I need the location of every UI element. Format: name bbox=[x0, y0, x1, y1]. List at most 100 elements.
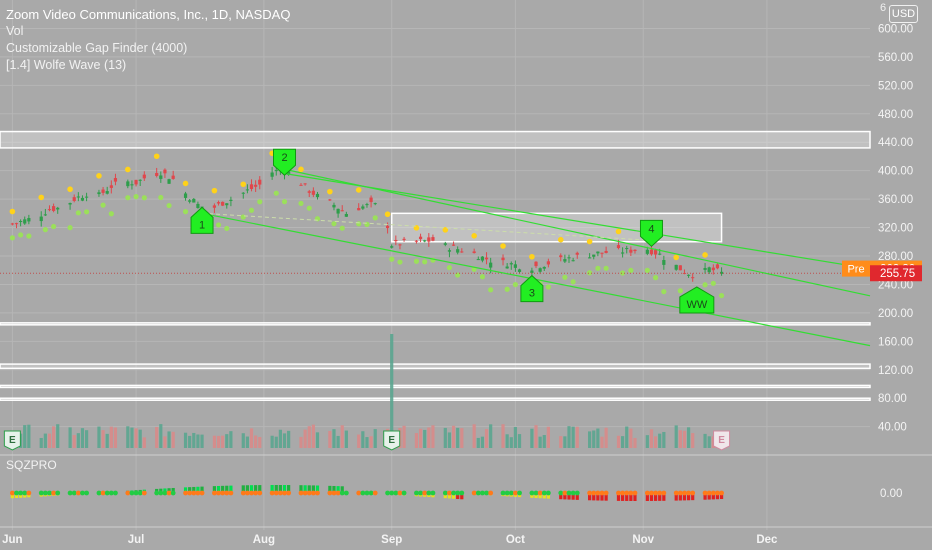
momentum-bar bbox=[188, 487, 192, 493]
candle-body bbox=[480, 256, 485, 261]
candle-body bbox=[402, 238, 406, 240]
price-tick-label: 360.00 bbox=[878, 194, 913, 206]
wolfe-point: 3 bbox=[520, 274, 544, 303]
candle-body bbox=[167, 179, 171, 184]
volume-bar bbox=[311, 424, 315, 448]
candle-body bbox=[472, 251, 476, 254]
squeeze-dot bbox=[480, 490, 485, 496]
momentum-bar bbox=[546, 493, 550, 499]
momentum-bar bbox=[447, 493, 452, 499]
squeeze-dot bbox=[302, 490, 308, 496]
squeeze-dot bbox=[574, 490, 580, 496]
gap-finder-label[interactable]: Customizable Gap Finder (4000) bbox=[6, 41, 188, 55]
wolfe-wave-label[interactable]: [1.4] Wolfe Wave (13) bbox=[6, 58, 127, 72]
symbol-title[interactable]: Zoom Video Communications, Inc., 1D, NAS… bbox=[6, 7, 291, 22]
gap-zone bbox=[0, 397, 871, 401]
wolfe-marker bbox=[639, 219, 663, 248]
candle-body bbox=[142, 174, 146, 179]
gap-dot bbox=[26, 233, 32, 239]
gap-dot bbox=[108, 211, 114, 217]
candle-body bbox=[216, 202, 221, 204]
volume-bar bbox=[501, 424, 505, 448]
momentum-bar bbox=[212, 486, 217, 493]
price-tick-label: 280.00 bbox=[878, 251, 913, 263]
squeeze-dot bbox=[9, 490, 15, 496]
squeeze-dot bbox=[80, 490, 85, 496]
currency-button[interactable]: USD bbox=[889, 5, 918, 23]
squeeze-dot bbox=[455, 490, 461, 496]
volume-bar bbox=[245, 436, 249, 448]
candle-body bbox=[489, 262, 493, 268]
candle-body bbox=[385, 225, 390, 229]
gap-dot bbox=[603, 265, 609, 271]
gap-dot bbox=[306, 205, 312, 211]
volume-bar bbox=[142, 437, 146, 448]
last-price-bg bbox=[870, 265, 922, 282]
candle-body bbox=[254, 184, 258, 187]
sqzpro-label[interactable]: SQZPRO bbox=[6, 458, 57, 472]
candle-body bbox=[373, 203, 377, 205]
gap-dot bbox=[384, 211, 391, 218]
momentum-bar bbox=[278, 485, 282, 493]
squeeze-dot bbox=[414, 490, 419, 496]
gap-dot bbox=[587, 270, 593, 276]
time-tick-label: Oct bbox=[506, 534, 525, 546]
volume-bar bbox=[130, 427, 134, 448]
gap-dot bbox=[488, 287, 494, 293]
squeeze-dot bbox=[715, 490, 720, 496]
volume-bar bbox=[703, 433, 707, 448]
gap-dot bbox=[42, 227, 48, 233]
candle-body bbox=[390, 246, 394, 248]
gap-dots bbox=[9, 150, 725, 303]
wolfe-label: 3 bbox=[529, 288, 535, 300]
squeeze-dot bbox=[141, 490, 147, 496]
candle-body bbox=[658, 253, 662, 255]
volume-bar bbox=[332, 429, 336, 448]
momentum-bar bbox=[604, 493, 608, 501]
indicator-zero-label: 0.00 bbox=[880, 488, 902, 500]
wolfe-wave: 1 2 3 4 WW bbox=[190, 148, 871, 347]
gap-zone bbox=[0, 363, 871, 370]
candle-body bbox=[707, 267, 711, 273]
squeeze-dot bbox=[632, 490, 638, 496]
wolfe-line bbox=[284, 168, 871, 297]
squeeze-dot bbox=[195, 490, 201, 496]
candle-body bbox=[703, 267, 707, 270]
squeeze-dot bbox=[657, 490, 663, 496]
gap-dot bbox=[364, 221, 370, 227]
volume-bar bbox=[361, 431, 365, 448]
wolfe-line bbox=[202, 212, 652, 241]
volume-bar bbox=[418, 428, 423, 448]
last-price-value: 255.75 bbox=[880, 268, 915, 280]
volume-bar bbox=[221, 435, 225, 448]
squeeze-dot bbox=[343, 490, 349, 496]
squeeze-dot bbox=[166, 490, 172, 496]
candle-body bbox=[258, 179, 262, 185]
wolfe-marker bbox=[273, 148, 297, 176]
gap-dot bbox=[652, 275, 659, 281]
volume-bar bbox=[159, 424, 163, 448]
volume-label[interactable]: Vol bbox=[6, 24, 24, 38]
gap-dot bbox=[240, 214, 246, 220]
momentum-bar bbox=[258, 485, 262, 493]
gap-zone bbox=[0, 130, 871, 149]
candle-body bbox=[418, 236, 423, 240]
candle-body bbox=[357, 208, 361, 211]
candle-body bbox=[538, 268, 542, 272]
squeeze-dot bbox=[475, 490, 481, 496]
momentum-bar bbox=[645, 493, 649, 501]
candle-body bbox=[336, 208, 340, 214]
candle-body bbox=[592, 254, 596, 257]
candle-body bbox=[105, 191, 109, 194]
gap-dot bbox=[38, 194, 45, 201]
candle-body bbox=[530, 270, 534, 273]
squeeze-dot bbox=[418, 490, 423, 496]
candle-body bbox=[563, 259, 567, 262]
momentum-bar bbox=[662, 493, 666, 501]
momentum-bar bbox=[225, 485, 229, 493]
gap-dot bbox=[182, 180, 189, 187]
earnings-marker: E bbox=[3, 430, 21, 451]
momentum-bar bbox=[311, 485, 315, 493]
candle-body bbox=[43, 214, 47, 216]
